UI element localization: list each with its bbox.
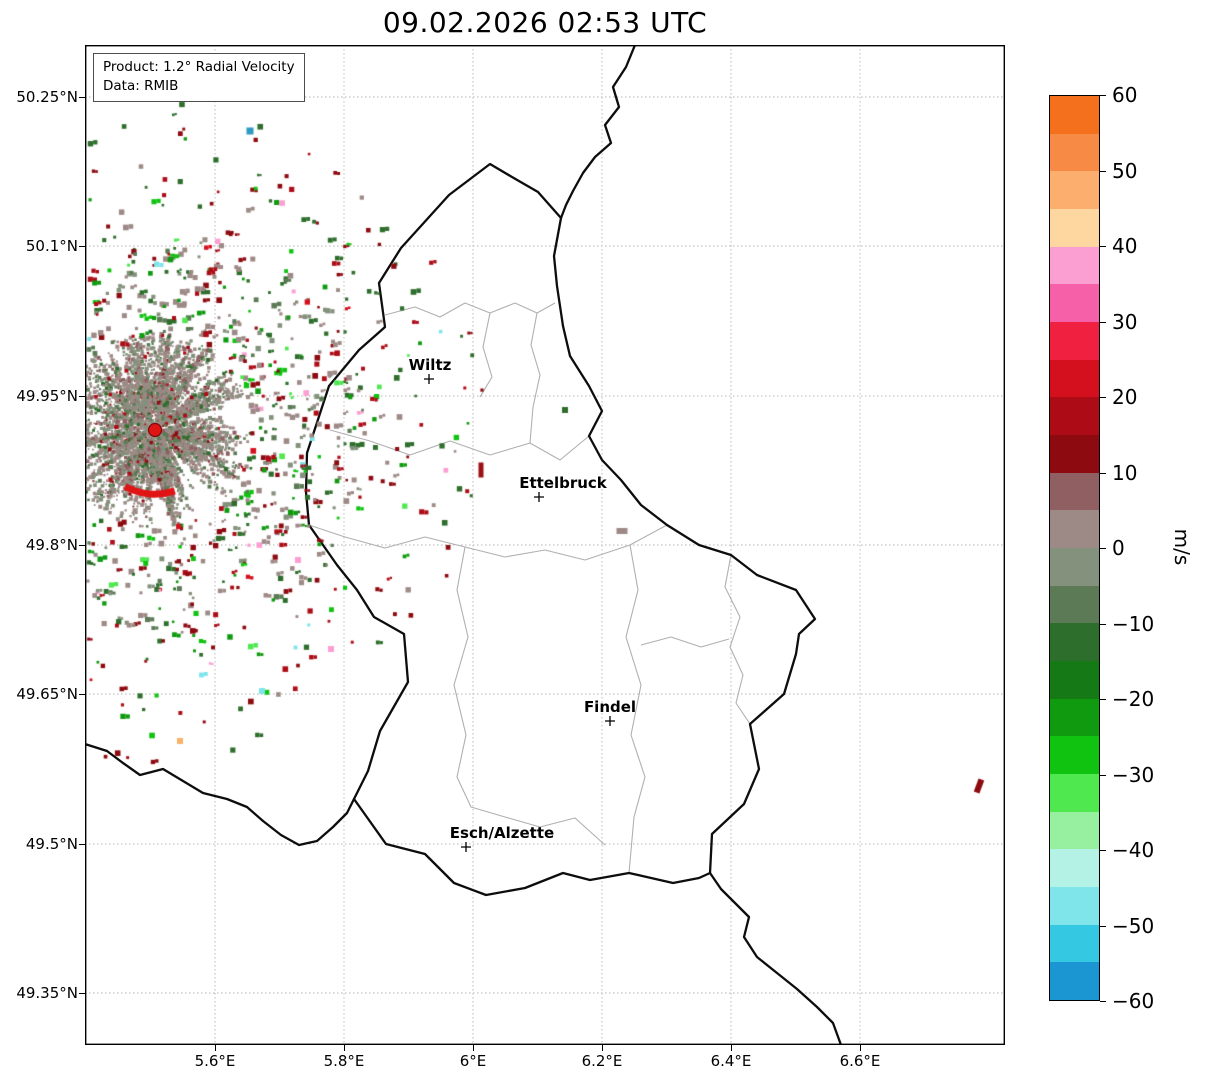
plot-frame [85, 45, 1005, 1045]
colorbar-tick-mark [1100, 850, 1106, 852]
product-label: Product: 1.2° Radial Velocity [103, 59, 295, 75]
y-tick-label: 50.25°N [16, 88, 78, 106]
x-tick-mark [344, 1045, 346, 1051]
colorbar-tick-label: 0 [1112, 536, 1125, 560]
colorbar-segment [1050, 246, 1099, 285]
colorbar-tick-mark [1100, 95, 1106, 97]
colorbar-tick-mark [1100, 623, 1106, 625]
colorbar-tick-mark [1100, 321, 1106, 323]
y-tick-label: 50.1°N [25, 237, 78, 255]
x-tick-label: 5.6°E [194, 1052, 236, 1070]
map-overlay-layer: Wiltz Ettelbruck Findel Esch/Alzette [85, 45, 1005, 1045]
colorbar-tick-label: −60 [1112, 989, 1155, 1013]
y-tick-mark [79, 993, 85, 995]
colorbar-tick-mark [1100, 246, 1106, 248]
colorbar-tick-mark [1100, 1001, 1106, 1003]
x-tick-mark [731, 1045, 733, 1051]
y-tick-mark [79, 396, 85, 398]
y-tick-label: 49.5°N [25, 835, 78, 853]
colorbar-segment [1050, 585, 1099, 624]
colorbar-tick-label: −10 [1112, 611, 1155, 636]
colorbar-segment [1050, 698, 1099, 737]
colorbar-segment [1050, 661, 1099, 699]
colorbar-unit-label: m/s [1170, 528, 1194, 566]
colorbar-segment [1050, 736, 1099, 775]
colorbar-segment [1050, 924, 1099, 963]
radar-site-dot [147, 422, 163, 438]
x-tick-mark [215, 1045, 217, 1051]
colorbar-segment [1050, 887, 1099, 925]
product-info-box: Product: 1.2° Radial Velocity Data: RMIB [93, 53, 305, 102]
colorbar-tick-label: −50 [1112, 913, 1155, 938]
city-marker [424, 374, 434, 384]
y-tick-label: 49.65°N [16, 685, 78, 703]
y-tick-label: 49.8°N [25, 536, 78, 554]
colorbar-tick-mark [1100, 472, 1106, 474]
x-tick-label: 6.4°E [710, 1052, 752, 1070]
colorbar-segment [1050, 510, 1099, 549]
city-label: Ettelbruck [519, 474, 608, 492]
data-source-label: Data: RMIB [103, 77, 179, 94]
x-tick-label: 6.2°E [581, 1052, 623, 1070]
city-label: Findel [584, 698, 636, 716]
city-label: Esch/Alzette [450, 824, 554, 842]
y-tick-mark [79, 694, 85, 696]
colorbar-segment [1050, 849, 1099, 888]
x-tick-mark [860, 1045, 862, 1051]
colorbar-segment [1050, 548, 1099, 586]
colorbar-segment [1050, 472, 1099, 511]
plot-title: 09.02.2026 02:53 UTC [382, 6, 708, 39]
colorbar-tick-mark [1100, 548, 1106, 550]
colorbar-tick-label: −20 [1112, 687, 1155, 711]
city-marker [461, 842, 471, 852]
x-tick-label: 6.6°E [839, 1052, 881, 1070]
colorbar-tick-mark [1100, 774, 1106, 776]
map-plot-area: Wiltz Ettelbruck Findel Esch/Alzette Produc… [85, 45, 1005, 1045]
y-tick-mark [79, 97, 85, 99]
colorbar-segment [1050, 359, 1099, 398]
colorbar-tick-label: 50 [1112, 158, 1138, 183]
x-tick-mark [473, 1045, 475, 1051]
x-tick-label: 5.8°E [323, 1052, 365, 1070]
colorbar-segment [1050, 774, 1099, 812]
y-tick-mark [79, 246, 85, 248]
colorbar-tick-label: 20 [1112, 385, 1138, 409]
x-tick-label: 6°E [459, 1052, 487, 1070]
colorbar-tick-mark [1100, 397, 1106, 399]
colorbar-segment [1050, 322, 1099, 360]
colorbar-segment [1050, 623, 1099, 662]
y-tick-label: 49.95°N [16, 387, 78, 405]
colorbar-segment [1050, 284, 1099, 323]
colorbar-segment [1050, 435, 1099, 473]
colorbar-segment [1050, 962, 1099, 1001]
colorbar-tick-mark [1100, 170, 1106, 172]
colorbar-tick-label: −40 [1112, 838, 1155, 862]
city-marker [534, 492, 544, 502]
colorbar-tick-mark [1100, 925, 1106, 927]
colorbar [1049, 95, 1100, 1001]
colorbar-tick-label: 40 [1112, 234, 1138, 258]
y-tick-label: 49.35°N [16, 984, 78, 1002]
colorbar-tick-mark [1100, 699, 1106, 701]
y-tick-mark [79, 844, 85, 846]
x-tick-mark [602, 1045, 604, 1051]
colorbar-segment [1050, 811, 1099, 850]
colorbar-segment [1050, 209, 1099, 247]
colorbar-segment [1050, 133, 1099, 172]
colorbar-tick-label: 30 [1112, 309, 1138, 334]
colorbar-segment [1050, 96, 1099, 134]
y-tick-mark [79, 545, 85, 547]
radar-scatter-canvas [85, 45, 1005, 1045]
colorbar-segment [1050, 397, 1099, 436]
colorbar-tick-label: −30 [1112, 762, 1155, 787]
colorbar-tick-label: 60 [1112, 83, 1138, 107]
colorbar-segment [1050, 171, 1099, 210]
city-marker [605, 716, 615, 726]
colorbar-tick-label: 10 [1112, 460, 1138, 485]
city-label: Wiltz [409, 356, 452, 374]
